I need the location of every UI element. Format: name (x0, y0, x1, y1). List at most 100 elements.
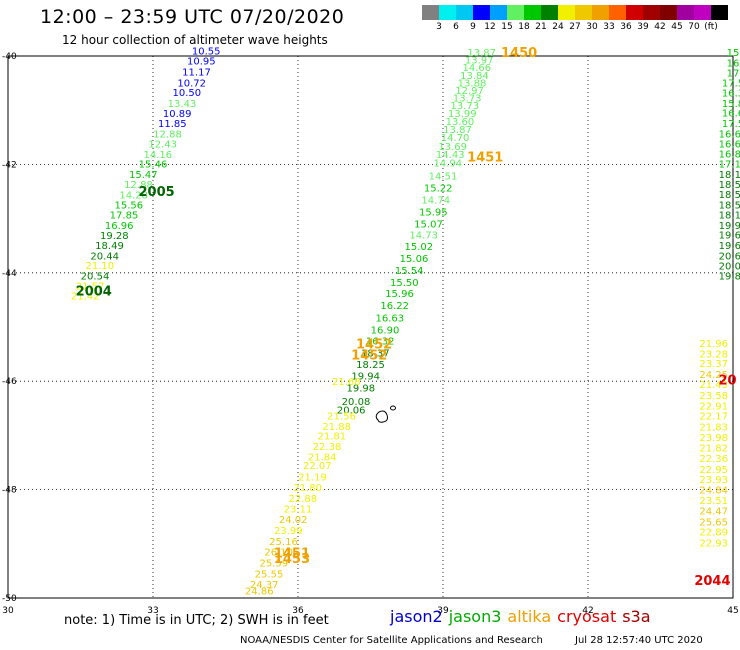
colorbar-label: (ft) (704, 22, 718, 32)
wave-height-value: 15.47 (129, 170, 158, 181)
wave-height-value: 19.98 (347, 383, 376, 394)
wave-height-value: 12.43 (148, 140, 177, 151)
wave-height-value: 18.17 (719, 211, 740, 222)
wave-height-value: 13.87 (467, 48, 496, 59)
wave-height-value: 15.22 (424, 184, 453, 195)
wave-height-value: 16.63 (376, 314, 405, 325)
wave-height-value: 22.38 (313, 442, 342, 453)
pass-time-label: 1453 (274, 552, 310, 567)
wave-height-value: 22.93 (699, 539, 728, 550)
wave-height-value: 19.28 (100, 231, 129, 242)
wave-height-value: 23.93 (699, 475, 728, 486)
wave-height-value: 19.66 (719, 231, 740, 242)
wave-height-value: 24.02 (279, 515, 308, 526)
wave-height-value: 22.17 (699, 412, 728, 423)
wave-height-value: 21.56 (327, 412, 356, 423)
wave-height-value: 26.10 (264, 548, 293, 559)
lon-tick-label: 33 (147, 606, 158, 616)
wave-height-value: 21.80 (293, 483, 322, 494)
wave-height-value: 21.43 (699, 380, 728, 391)
wave-height-value: 13.43 (168, 99, 197, 110)
page-subtitle: 12 hour collection of altimeter wave hei… (62, 33, 328, 47)
wave-height-value: 22.36 (699, 454, 728, 465)
colorbar-swatch (439, 5, 456, 20)
wave-height-value: 23.28 (699, 349, 728, 360)
wave-height-value: 10.72 (177, 78, 206, 89)
wave-height-value: 22.89 (699, 528, 728, 539)
wave-height-value: 20.03 (719, 262, 740, 273)
wave-height-value: 25.65 (699, 517, 728, 528)
wave-height-value: 12.88 (153, 129, 182, 140)
wave-height-value: 16.32 (366, 336, 395, 347)
wave-height-value: 15.50 (390, 278, 419, 289)
wave-height-value: 10.89 (163, 109, 192, 120)
map-frame (7, 55, 734, 599)
colorbar-label: 45 (671, 22, 683, 32)
wave-height-value: 18.25 (356, 360, 385, 371)
wave-height-value: 20.66 (719, 251, 740, 262)
pass-time-label: 2004 (76, 285, 112, 300)
wave-height-value: 11.85 (158, 119, 187, 130)
pass-time-label: 20 (719, 373, 737, 388)
wave-height-value: 22.91 (699, 401, 728, 412)
wave-height-value: 21.42 (71, 291, 100, 302)
wave-height-value: 21.81 (318, 432, 347, 443)
wave-height-value: 22.88 (289, 494, 318, 505)
wave-height-value: 13.87 (443, 125, 472, 136)
colorbar-label: 21 (535, 22, 547, 32)
wave-height-value: 10.95 (187, 57, 216, 68)
colorbar-swatch (558, 5, 575, 20)
wave-height-value: 15.54 (395, 266, 424, 277)
wave-height-value: 16.65 (719, 140, 740, 151)
wave-height-value: 21.88 (322, 422, 351, 433)
wave-height-value: 16.87 (719, 149, 740, 160)
colorbar-label: 24 (552, 22, 564, 32)
wave-height-value: 14.74 (421, 195, 450, 206)
wave-height-value: 16.61 (719, 129, 740, 140)
lat-tick-label: -44 (2, 269, 17, 279)
colorbar-swatch (490, 5, 507, 20)
pass-time-label: 1450 (501, 46, 537, 61)
wave-height-value: 17.5 (722, 78, 740, 89)
colorbar-swatch (711, 5, 728, 20)
wave-height-value: 19.64 (719, 241, 740, 252)
wave-height-value: 24.37 (250, 580, 279, 591)
lon-tick-label: 42 (582, 606, 593, 616)
wave-height-value: 17 (727, 69, 740, 80)
footnote: note: 1) Time is in UTC; 2) SWH is in fe… (64, 613, 329, 628)
wave-height-value: 16.22 (380, 301, 409, 312)
pass-time-label: 2044 (694, 574, 730, 589)
wave-height-value: 25.16 (269, 537, 298, 548)
colorbar-swatch (592, 5, 609, 20)
wave-height-value: 14.28 (119, 191, 148, 202)
wave-height-value: 15.02 (405, 242, 434, 253)
wave-height-value: 15.96 (385, 289, 414, 300)
wave-height-value: 19.94 (351, 372, 380, 383)
wave-height-value: 20.54 (81, 271, 110, 282)
wave-height-value: 13.73 (453, 94, 482, 105)
wave-height-value: 14.66 (463, 63, 492, 74)
wave-height-value: 21.83 (699, 423, 728, 434)
island-outline (375, 410, 388, 423)
colorbar-label: 6 (453, 22, 459, 32)
wave-height-value: 13.99 (448, 109, 477, 120)
colorbar-swatch (626, 5, 643, 20)
wave-height-value: 15.56 (115, 200, 144, 211)
wave-height-value: 17.5 (722, 119, 740, 130)
wave-height-value: 21.19 (298, 472, 327, 483)
wave-height-value: 14.94 (434, 159, 463, 170)
colorbar-swatch (575, 5, 592, 20)
wave-height-value: 15.06 (400, 254, 429, 265)
colorbar-label: 9 (470, 22, 476, 32)
colorbar-label: 18 (518, 22, 530, 32)
wave-height-value: 12.97 (455, 86, 484, 97)
wave-height-value: 16.3 (722, 89, 740, 100)
wave-height-value: 21.82 (699, 444, 728, 455)
legend-altika: altika (507, 607, 552, 626)
wave-height-value: 11.17 (182, 68, 211, 79)
legend-s3a: s3a (622, 607, 651, 626)
wave-height-value: 16.96 (105, 221, 134, 232)
pass-time-label: 1452 (351, 349, 387, 364)
wave-height-value: 13.60 (446, 117, 475, 128)
